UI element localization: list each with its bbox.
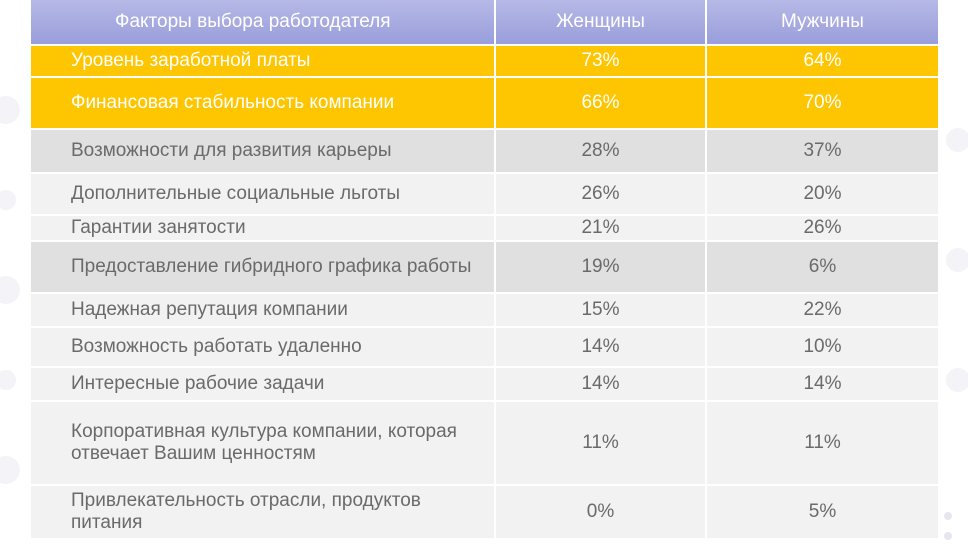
- table-row: Возможности для развития карьеры 28% 37%: [31, 130, 938, 174]
- factor-cell: Возможности для развития карьеры: [31, 130, 496, 174]
- women-value-cell: 28%: [496, 130, 707, 174]
- header-men: Мужчины: [707, 0, 938, 46]
- header-women: Женщины: [496, 0, 707, 46]
- table-row: Гарантии занятости 21% 26%: [31, 216, 938, 242]
- table-row: Предоставление гибридного графика работы…: [31, 242, 938, 294]
- women-value-cell: 19%: [496, 242, 707, 294]
- women-value-cell: 14%: [496, 368, 707, 402]
- table-body: Уровень заработной платы 73% 64% Финансо…: [31, 46, 938, 540]
- women-value-cell: 21%: [496, 216, 707, 242]
- men-value-cell: 20%: [707, 174, 938, 216]
- factor-cell: Гарантии занятости: [31, 216, 496, 242]
- factor-cell: Надежная репутация компании: [31, 294, 496, 328]
- table-row: Возможность работать удаленно 14% 10%: [31, 328, 938, 368]
- factor-cell: Предоставление гибридного графика работы: [31, 242, 496, 294]
- men-value-cell: 5%: [707, 486, 938, 540]
- factor-cell: Финансовая стабильность компании: [31, 78, 496, 130]
- women-value-cell: 26%: [496, 174, 707, 216]
- men-value-cell: 64%: [707, 46, 938, 78]
- table-row: Дополнительные социальные льготы 26% 20%: [31, 174, 938, 216]
- table-row: Корпоративная культура компании, которая…: [31, 402, 938, 486]
- factor-cell: Возможность работать удаленно: [31, 328, 496, 368]
- men-value-cell: 11%: [707, 402, 938, 486]
- factor-cell: Уровень заработной платы: [31, 46, 496, 78]
- factor-cell: Дополнительные социальные льготы: [31, 174, 496, 216]
- men-value-cell: 70%: [707, 78, 938, 130]
- women-value-cell: 14%: [496, 328, 707, 368]
- men-value-cell: 37%: [707, 130, 938, 174]
- women-value-cell: 15%: [496, 294, 707, 328]
- women-value-cell: 66%: [496, 78, 707, 130]
- table-row: Интересные рабочие задачи 14% 14%: [31, 368, 938, 402]
- men-value-cell: 14%: [707, 368, 938, 402]
- header-factors: Факторы выбора работодателя: [31, 0, 496, 46]
- women-value-cell: 73%: [496, 46, 707, 78]
- table-header-row: Факторы выбора работодателя Женщины Мужч…: [31, 0, 938, 46]
- men-value-cell: 6%: [707, 242, 938, 294]
- table-row: Привлекательность отрасли, продуктов пит…: [31, 486, 938, 540]
- employer-factors-table: Факторы выбора работодателя Женщины Мужч…: [31, 0, 938, 540]
- table-row: Уровень заработной платы 73% 64%: [31, 46, 938, 78]
- women-value-cell: 11%: [496, 402, 707, 486]
- employer-factors-table-container: Факторы выбора работодателя Женщины Мужч…: [31, 0, 938, 540]
- factor-cell: Интересные рабочие задачи: [31, 368, 496, 402]
- table-row: Финансовая стабильность компании 66% 70%: [31, 78, 938, 130]
- factor-cell: Корпоративная культура компании, которая…: [31, 402, 496, 486]
- table-row: Надежная репутация компании 15% 22%: [31, 294, 938, 328]
- men-value-cell: 26%: [707, 216, 938, 242]
- men-value-cell: 10%: [707, 328, 938, 368]
- women-value-cell: 0%: [496, 486, 707, 540]
- men-value-cell: 22%: [707, 294, 938, 328]
- factor-cell: Привлекательность отрасли, продуктов пит…: [31, 486, 496, 540]
